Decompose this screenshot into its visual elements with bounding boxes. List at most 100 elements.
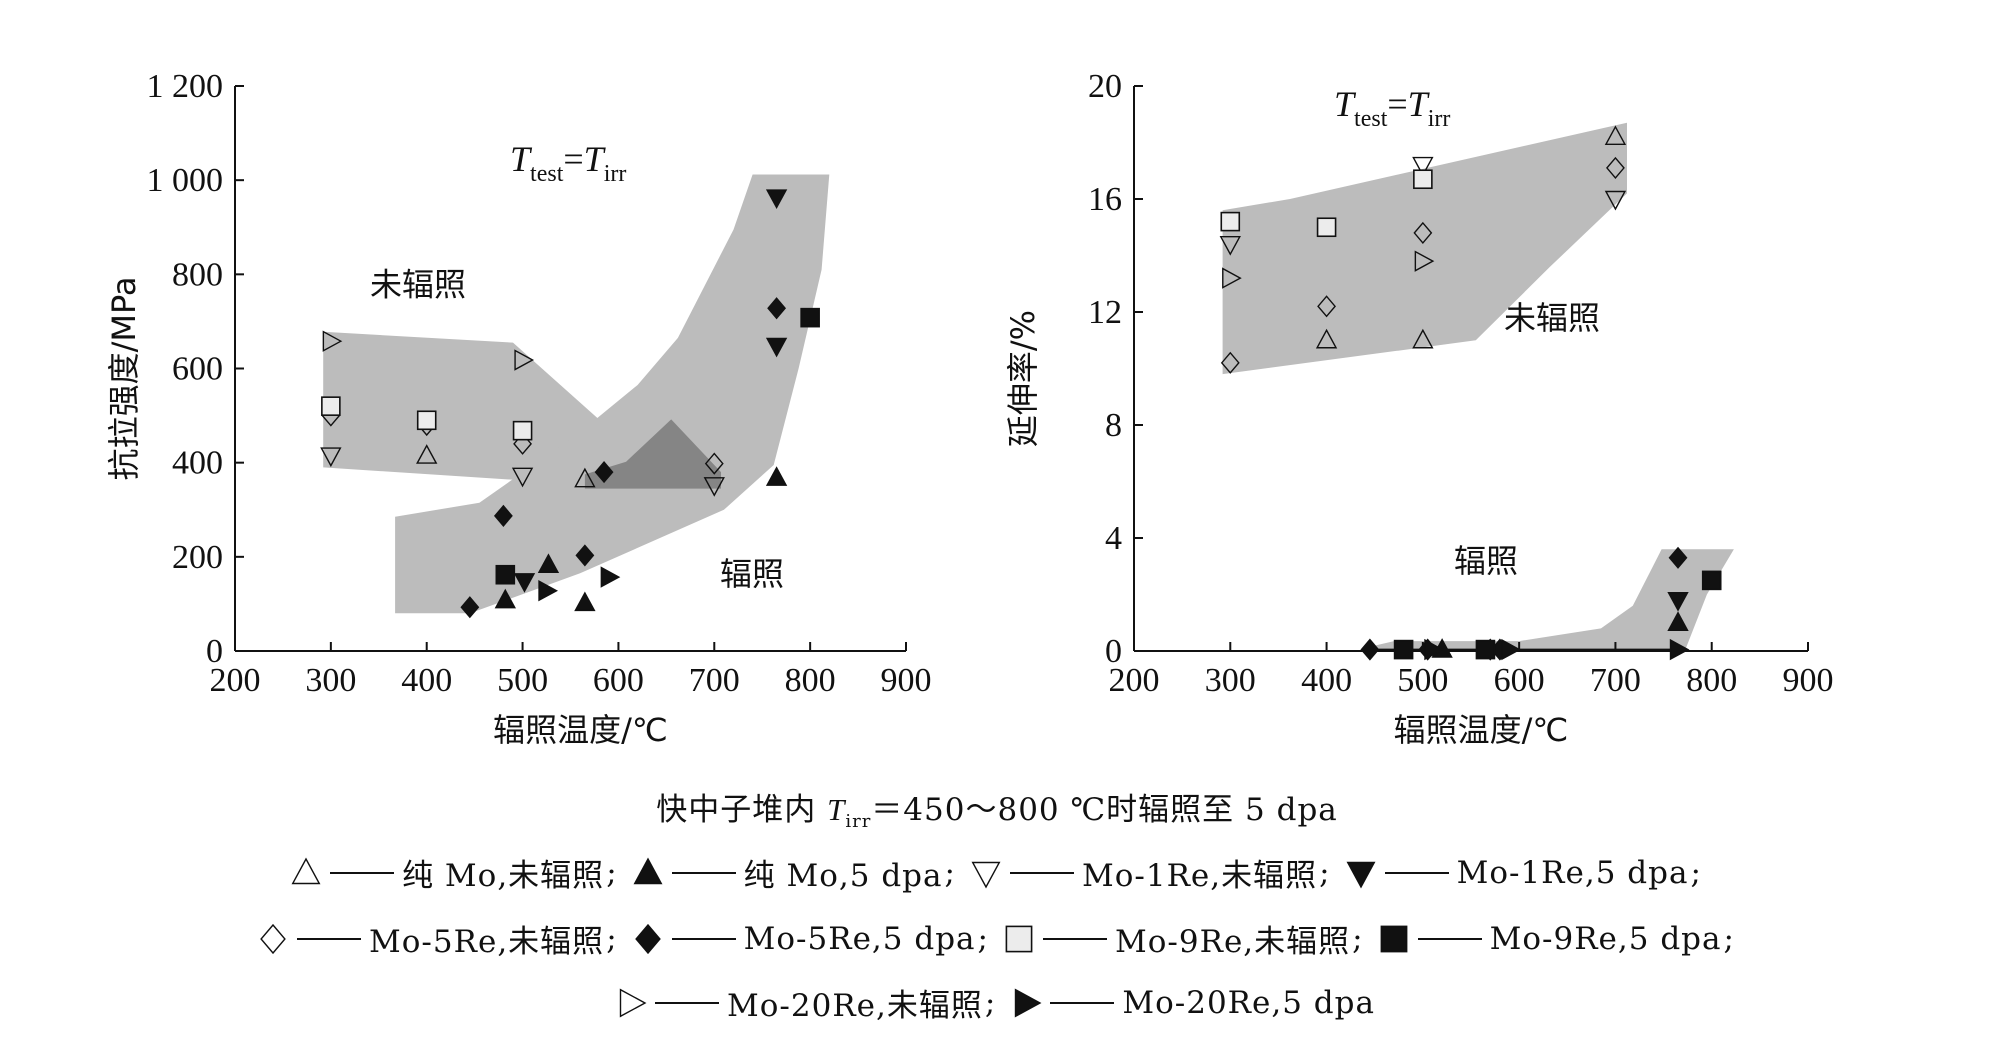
annotation-test-equals-irr: Ttest=Tirr <box>510 139 626 187</box>
legend-dash <box>1384 871 1449 874</box>
y-tick-label: 12 <box>1088 294 1122 331</box>
legend-marker-triangle-right-open <box>619 988 647 1017</box>
legend-marker-diamond-open <box>260 923 286 954</box>
point-triangle-up-open <box>1412 328 1434 349</box>
legend-triangle-right-open-icon <box>619 988 647 1017</box>
legend-triangle-down-open-icon <box>971 861 1001 888</box>
x-axis-title: 辐照温度/℃ <box>1394 711 1569 749</box>
region-unirradiated <box>1222 122 1627 375</box>
x-tick-label: 900 <box>881 662 932 699</box>
point-triangle-down-filled <box>1667 591 1689 612</box>
point-triangle-right-open <box>1222 267 1242 289</box>
legend-item: Mo-1Re,5 dpa; <box>1341 855 1708 891</box>
x-tick-label: 900 <box>1783 662 1834 699</box>
legend-marker-square-filled <box>1380 925 1408 952</box>
point-diamond-open <box>1413 221 1433 244</box>
legend-row-2: Mo-5Re,未辐照; Mo-5Re,5 dpa; Mo-9Re,未辐照; Mo-9R… <box>0 916 1994 964</box>
point-triangle-down-open <box>511 467 534 488</box>
caption-suffix: ＝450～800 ℃时辐照至 5 dpa <box>871 792 1338 828</box>
y-tick-label: 1 000 <box>147 162 224 199</box>
legend-separator: ; <box>984 984 997 1021</box>
legend-diamond-open-icon <box>260 923 286 954</box>
point-square-filled <box>495 564 516 585</box>
point-diamond-filled <box>1668 546 1688 569</box>
caption-t: T <box>827 792 846 827</box>
point-triangle-up-open <box>1604 125 1627 146</box>
y-tick-label: 400 <box>172 445 223 482</box>
legend-triangle-up-filled-icon <box>633 857 663 884</box>
x-tick-label: 800 <box>785 662 836 699</box>
legend-dash <box>1417 937 1482 940</box>
region-irradiated <box>1369 549 1734 651</box>
y-tick-label: 0 <box>1105 633 1122 670</box>
y-tick-label: 4 <box>1105 520 1122 557</box>
point-square-open <box>1316 217 1337 238</box>
legend-separator: ; <box>606 920 618 957</box>
legend-item: Mo-1Re,未辐照; <box>966 850 1337 895</box>
annotation-test-equals-irr: Ttest=Tirr <box>1334 84 1450 132</box>
point-square-open <box>1413 169 1433 190</box>
x-tick-label: 300 <box>1205 662 1256 699</box>
point-diamond-filled <box>493 504 513 527</box>
point-triangle-down-open <box>1219 235 1241 256</box>
point-square-open <box>321 396 341 416</box>
legend-item: Mo-20Re,5 dpa <box>1006 985 1383 1021</box>
legend-label: Mo-1Re,5 dpa <box>1456 854 1689 891</box>
point-square-filled <box>1393 639 1414 660</box>
legend-square-filled-icon <box>1380 925 1408 952</box>
region-irradiated <box>395 174 830 614</box>
x-tick-label: 700 <box>689 662 740 699</box>
x-tick-label: 200 <box>1109 662 1160 699</box>
legend-square-open-icon <box>1005 925 1033 952</box>
point-triangle-down-filled <box>513 573 536 593</box>
legend-dash <box>1043 937 1107 940</box>
point-square-filled <box>1701 570 1722 591</box>
x-tick-label: 600 <box>1494 662 1545 699</box>
point-triangle-up-filled <box>494 588 516 609</box>
point-diamond-filled <box>767 297 787 320</box>
point-triangle-up-filled <box>765 466 788 486</box>
point-diamond-filled <box>460 596 480 619</box>
label-irradiated: 辐照 <box>1454 542 1518 580</box>
y-tick-label: 20 <box>1088 68 1122 105</box>
point-triangle-down-filled <box>765 189 788 210</box>
x-tick-label: 600 <box>593 662 644 699</box>
point-triangle-right-filled <box>538 580 559 602</box>
point-triangle-right-filled <box>1424 638 1444 661</box>
legend-marker-triangle-down-filled <box>1346 861 1376 888</box>
legend-item: Mo-20Re,未辐照; <box>611 980 1002 1025</box>
legend-label: 纯 Mo,5 dpa <box>743 858 943 894</box>
legend-separator: ; <box>1319 854 1331 891</box>
legend-item: Mo-9Re,5 dpa; <box>1374 921 1741 957</box>
legend-dash <box>297 937 362 940</box>
region-overlap <box>584 419 721 489</box>
legend-separator: ; <box>1352 920 1364 957</box>
point-diamond-open <box>704 452 724 475</box>
y-tick-label: 0 <box>206 633 223 670</box>
point-diamond-open <box>1317 295 1336 318</box>
point-triangle-right-open <box>514 349 535 371</box>
legend-dash <box>655 1001 720 1004</box>
legend-label: Mo-20Re,未辐照 <box>727 988 983 1024</box>
x-tick-label: 200 <box>210 662 261 699</box>
legend-marker-triangle-right-filled <box>1015 988 1042 1017</box>
y-tick-label: 600 <box>172 351 223 388</box>
caption-t-sub: irr <box>845 811 872 833</box>
point-triangle-down-open <box>1604 190 1627 211</box>
y-tick-label: 16 <box>1088 181 1122 218</box>
legend-separator: ; <box>944 854 956 891</box>
legend-separator: ; <box>606 854 618 891</box>
legend-label: 纯 Mo,未辐照 <box>402 858 605 894</box>
point-square-open <box>416 410 437 431</box>
point-triangle-right-filled <box>600 566 621 588</box>
legend-label: Mo-9Re,5 dpa <box>1489 920 1722 957</box>
point-square-filled <box>1475 639 1496 660</box>
point-diamond-open <box>1606 156 1625 180</box>
legend-separator: ; <box>1723 920 1735 957</box>
x-tick-label: 500 <box>1397 662 1448 699</box>
point-diamond-open <box>513 432 532 455</box>
label-unirradiated: 未辐照 <box>370 266 466 304</box>
y-axis-title: 抗拉强度/MPa <box>105 277 143 481</box>
